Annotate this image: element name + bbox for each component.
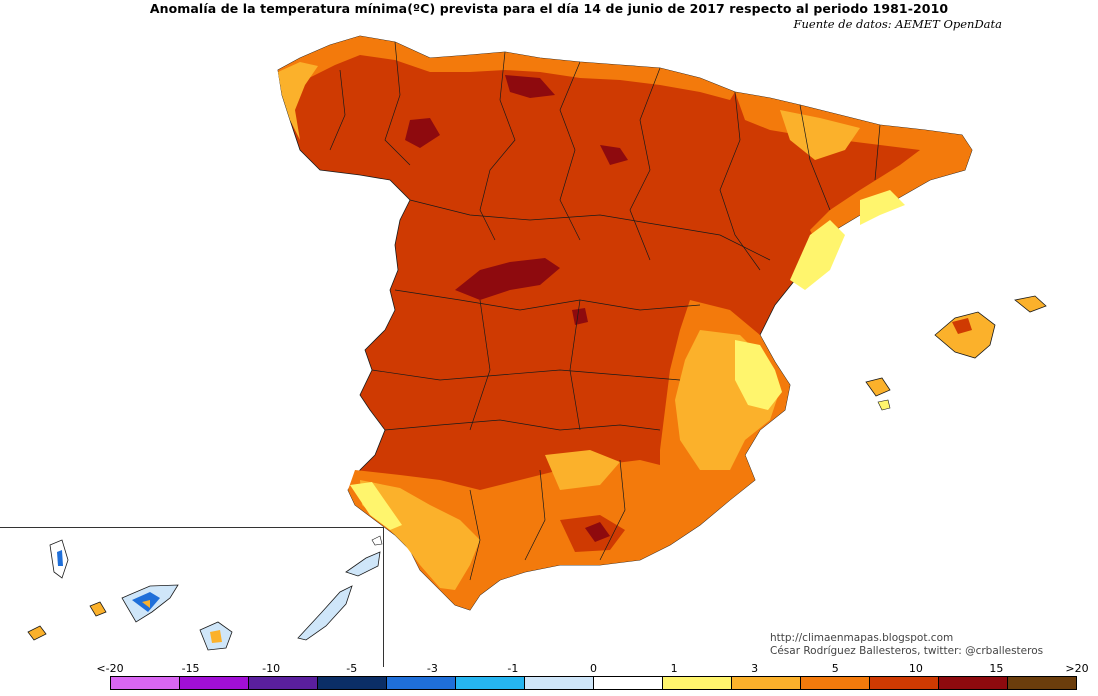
legend-bin (456, 677, 525, 689)
legend-tick-label: -3 (426, 662, 438, 675)
legend-bin (1008, 677, 1076, 689)
fuerteventura (297, 585, 353, 641)
legend-bin (111, 677, 180, 689)
lanzarote (345, 551, 381, 577)
la-gomera (89, 601, 107, 617)
la-palma-core (57, 550, 63, 566)
map-title: Anomalía de la temperatura mínima(ºC) pr… (149, 1, 949, 16)
legend-bin (663, 677, 732, 689)
menorca (1014, 295, 1047, 313)
cantabria-extreme (505, 75, 555, 98)
iberian-extreme (600, 145, 628, 165)
legend-bin (525, 677, 594, 689)
legend-tick-label: 10 (908, 662, 923, 675)
author-credit: César Rodríguez Ballesteros, twitter: @c… (770, 645, 1044, 657)
legend-bin (939, 677, 1008, 689)
jaen-mild (545, 450, 620, 490)
legend-bin (732, 677, 801, 689)
legend-tick-label: -5 (346, 662, 358, 675)
legend-tick-label: 5 (831, 662, 839, 675)
el-hierro (27, 625, 47, 641)
toledo-extreme (572, 308, 588, 325)
legend-bin (249, 677, 318, 689)
legend-tick-label: 3 (751, 662, 759, 675)
legend-tick-label: 0 (590, 662, 597, 675)
legend-bin (594, 677, 663, 689)
legend-tick-label: -15 (181, 662, 200, 675)
legend-bin (387, 677, 456, 689)
legend-tick-label: 1 (670, 662, 678, 675)
legend-bin (180, 677, 249, 689)
east-coast-weak (790, 220, 845, 290)
gran-canaria-core (210, 630, 222, 643)
pyrenees-mild (780, 110, 860, 160)
galicia-mild (278, 62, 318, 140)
north-coast-band (278, 36, 735, 120)
color-legend (110, 676, 1077, 690)
leon-extreme (405, 118, 440, 148)
granada-extreme (585, 522, 610, 542)
legend-bin (801, 677, 870, 689)
tenerife-core (142, 600, 150, 608)
andalusia-weak (350, 482, 402, 530)
data-source: Fuente de datos: AEMET OpenData (793, 17, 1002, 31)
province-borders (329, 41, 881, 581)
legend-bin (318, 677, 387, 689)
catalonia-coast-weak (860, 190, 905, 225)
blog-credit: http://climaenmapas.blogspot.com (770, 632, 954, 644)
legend-tick-label: <-20 (96, 662, 124, 675)
mallorca (934, 311, 996, 359)
valencia-weak (735, 340, 782, 410)
canary-inset-frame (0, 527, 384, 667)
legend-tick-label: -1 (507, 662, 519, 675)
andalusia-mild (360, 480, 480, 590)
legend-tick-label: 15 (989, 662, 1004, 675)
legend-tick-label: >20 (1065, 662, 1089, 675)
formentera (877, 399, 891, 411)
ibiza (865, 377, 891, 397)
central-system-extreme (455, 258, 560, 300)
mallorca-core (952, 318, 972, 334)
legend-bin (870, 677, 939, 689)
la-graciosa (371, 535, 383, 546)
legend-tick-label: -10 (262, 662, 281, 675)
canary-islands (27, 535, 383, 651)
